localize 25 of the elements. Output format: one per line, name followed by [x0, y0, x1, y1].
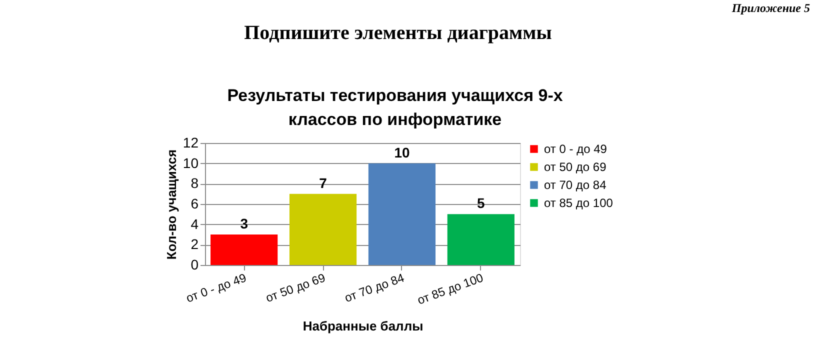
- y-tick-label: 4: [190, 216, 199, 232]
- text: Приложение 5: [730, 1, 810, 15]
- data-label: 7: [319, 174, 328, 191]
- text: Результаты тестирования учащихся 9-х: [227, 86, 563, 105]
- legend-label: от 70 до 84: [544, 178, 607, 192]
- x-axis-title: Набранные баллы: [302, 318, 424, 334]
- data-label: 3: [240, 216, 248, 232]
- y-tick-label: 2: [190, 236, 199, 252]
- x-tick-label: от 70 до 84: [342, 270, 406, 306]
- legend-label: от 0 - до 49: [544, 142, 608, 156]
- text: Подпишите элементы диаграммы: [244, 22, 552, 44]
- legend-label: от 85 до 100: [544, 196, 614, 210]
- x-tick-label: от 85 до 100: [415, 270, 486, 308]
- data-label: 5: [477, 195, 486, 212]
- x-tick-label: от 50 до 69: [264, 270, 328, 306]
- x-tick-label: от 0 - до 49: [184, 270, 248, 306]
- y-tick-label: 12: [182, 134, 199, 150]
- y-tick-label: 0: [190, 256, 199, 272]
- y-tick-label: 10: [182, 154, 199, 171]
- y-tick-label: 8: [190, 175, 199, 192]
- y-tick-label: 6: [190, 196, 199, 212]
- legend-label: от 50 до 69: [544, 160, 607, 174]
- text: классов по информатике: [288, 110, 502, 129]
- y-axis-title: Кол-во учащихся: [164, 149, 179, 260]
- data-label: 10: [394, 144, 410, 160]
